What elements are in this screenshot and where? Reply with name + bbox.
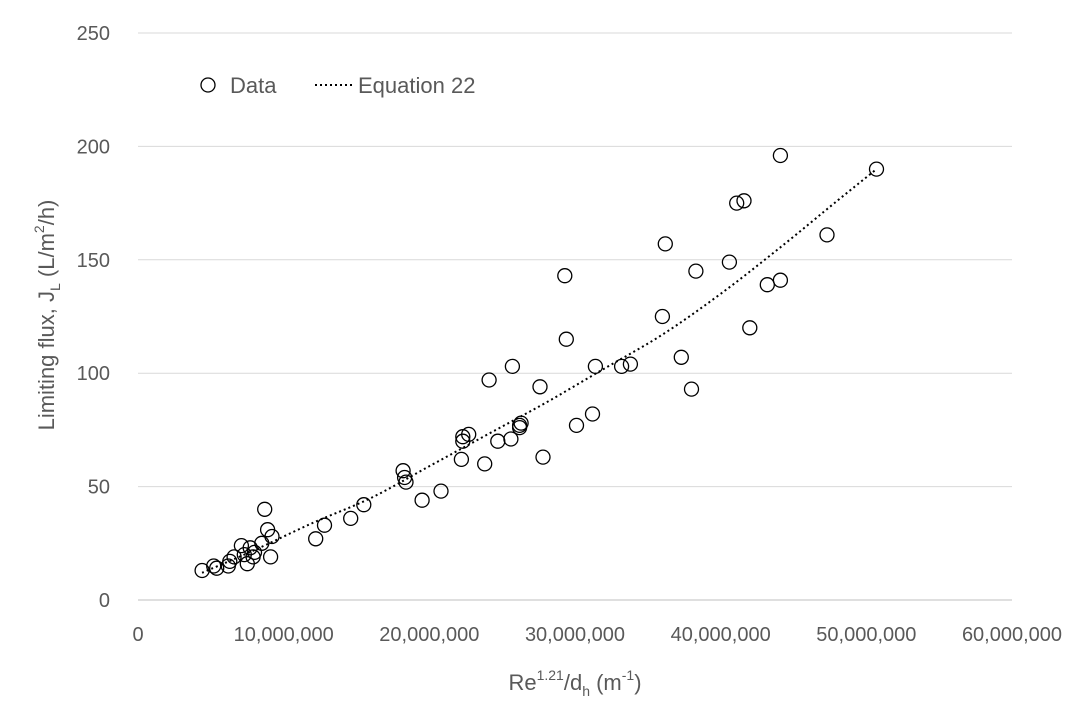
legend-data-label: Data	[230, 73, 277, 98]
data-point	[433, 483, 449, 499]
gridlines	[138, 32, 1012, 488]
y-tick-label: 150	[77, 250, 110, 272]
data-point	[868, 161, 885, 177]
x-tick-label: 50,000,000	[816, 624, 916, 646]
data-point	[558, 331, 574, 347]
y-axis-title: Limiting flux, JL (L/m2/h)	[31, 200, 63, 431]
data-point	[513, 415, 529, 431]
data-point	[395, 463, 411, 479]
data-points	[194, 147, 885, 579]
data-point	[226, 549, 242, 565]
data-point	[657, 236, 673, 252]
data-point	[584, 406, 601, 422]
data-point	[683, 381, 700, 397]
legend-equation-label: Equation 22	[358, 73, 475, 98]
data-point	[772, 147, 789, 164]
x-tick-label: 20,000,000	[379, 624, 479, 646]
data-point	[673, 349, 689, 365]
data-point	[511, 417, 528, 434]
legend: Data Equation 22	[200, 73, 475, 98]
data-point	[343, 510, 359, 527]
x-tick-label: 0	[132, 624, 143, 646]
data-point	[398, 474, 414, 490]
data-point	[654, 308, 671, 325]
data-point	[721, 254, 738, 270]
data-point	[535, 449, 551, 465]
data-point	[729, 195, 745, 211]
x-tick-label: 60,000,000	[962, 624, 1062, 646]
data-point	[316, 517, 333, 533]
data-point	[453, 451, 470, 468]
data-point	[308, 531, 324, 547]
equation-22-line	[201, 168, 878, 574]
x-tick-label: 10,000,000	[234, 624, 334, 646]
data-point	[532, 379, 548, 395]
y-tick-label: 250	[77, 23, 110, 45]
data-point	[819, 227, 835, 243]
legend-data-marker	[200, 77, 216, 93]
data-point	[233, 537, 250, 554]
data-point	[742, 320, 758, 336]
data-point	[257, 501, 273, 517]
x-axis-title: Re1.21/dh (m-1)	[508, 667, 641, 699]
data-point	[688, 263, 704, 279]
data-point	[557, 268, 573, 284]
data-point	[477, 456, 493, 472]
data-point	[504, 358, 521, 375]
y-tick-label: 200	[77, 136, 110, 158]
x-tick-labels: 0 10,000,000 20,000,000 30,000,000 40,000,00…	[132, 624, 1062, 646]
data-point	[262, 549, 279, 565]
x-tick-label: 40,000,000	[671, 624, 771, 646]
data-point	[356, 497, 372, 513]
y-tick-label: 0	[99, 590, 110, 612]
data-point	[209, 560, 225, 576]
y-tick-labels: 0 50 100 150 200 250	[77, 23, 110, 612]
data-point	[461, 426, 477, 443]
data-point	[568, 417, 585, 434]
data-point	[772, 272, 789, 288]
x-tick-label: 30,000,000	[525, 624, 625, 646]
data-point	[414, 492, 430, 508]
data-point	[264, 528, 280, 545]
data-point	[222, 553, 238, 570]
y-tick-label: 50	[88, 477, 110, 499]
data-point	[622, 356, 639, 372]
data-point	[736, 193, 752, 209]
data-point	[481, 372, 497, 388]
data-point	[587, 358, 604, 375]
data-point	[613, 358, 630, 375]
data-point	[503, 431, 519, 447]
y-tick-label: 100	[77, 363, 110, 385]
